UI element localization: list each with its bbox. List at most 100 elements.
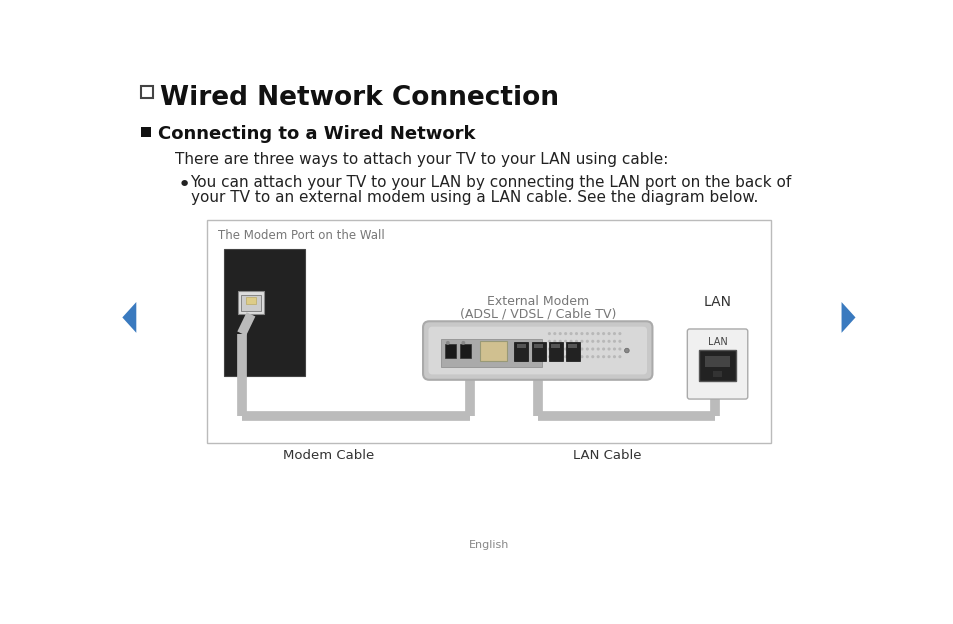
Text: •: • <box>177 175 191 195</box>
Bar <box>440 339 541 367</box>
Bar <box>567 344 577 348</box>
Circle shape <box>575 339 578 343</box>
Text: LAN: LAN <box>702 295 731 309</box>
Circle shape <box>591 348 594 351</box>
Circle shape <box>575 332 578 335</box>
Bar <box>534 344 542 348</box>
Circle shape <box>612 339 616 343</box>
Circle shape <box>558 332 561 335</box>
Circle shape <box>579 355 583 358</box>
Circle shape <box>579 339 583 343</box>
Bar <box>237 291 264 314</box>
Circle shape <box>575 348 578 351</box>
Text: LAN: LAN <box>707 338 726 348</box>
Circle shape <box>607 332 610 335</box>
Bar <box>459 344 471 358</box>
Polygon shape <box>841 302 855 333</box>
Text: Wired Network Connection: Wired Network Connection <box>159 85 558 111</box>
Bar <box>241 295 261 311</box>
Bar <box>565 342 579 361</box>
Bar <box>141 87 152 98</box>
Bar <box>514 342 528 361</box>
Circle shape <box>558 348 561 351</box>
Circle shape <box>579 348 583 351</box>
Circle shape <box>579 332 583 335</box>
Circle shape <box>601 339 604 343</box>
Bar <box>704 356 729 367</box>
Circle shape <box>596 348 599 351</box>
Polygon shape <box>122 302 136 333</box>
Circle shape <box>601 332 604 335</box>
Circle shape <box>563 348 567 351</box>
Text: your TV to an external modem using a LAN cable. See the diagram below.: your TV to an external modem using a LAN… <box>191 190 757 205</box>
Bar <box>517 344 525 348</box>
Bar <box>548 342 562 361</box>
Circle shape <box>547 332 550 335</box>
Circle shape <box>569 332 572 335</box>
Bar <box>444 344 456 358</box>
Text: (ADSL / VDSL / Cable TV): (ADSL / VDSL / Cable TV) <box>459 308 616 320</box>
Bar <box>550 344 559 348</box>
Circle shape <box>569 339 572 343</box>
Text: The Modem Port on the Wall: The Modem Port on the Wall <box>218 229 385 242</box>
Circle shape <box>558 355 561 358</box>
Circle shape <box>558 339 561 343</box>
Circle shape <box>563 339 567 343</box>
Circle shape <box>591 332 594 335</box>
Circle shape <box>618 355 620 358</box>
Circle shape <box>596 332 599 335</box>
Circle shape <box>547 339 550 343</box>
Circle shape <box>607 339 610 343</box>
FancyBboxPatch shape <box>428 327 646 374</box>
Bar <box>207 220 770 443</box>
Circle shape <box>585 348 588 351</box>
Circle shape <box>445 341 449 345</box>
Text: English: English <box>468 540 509 550</box>
Circle shape <box>591 339 594 343</box>
Circle shape <box>585 332 588 335</box>
Circle shape <box>553 355 556 358</box>
Bar <box>224 249 305 376</box>
Circle shape <box>547 348 550 351</box>
Text: Connecting to a Wired Network: Connecting to a Wired Network <box>158 125 475 143</box>
Circle shape <box>585 339 588 343</box>
Circle shape <box>618 339 620 343</box>
Circle shape <box>607 348 610 351</box>
Circle shape <box>563 355 567 358</box>
Bar <box>531 342 545 361</box>
Circle shape <box>596 339 599 343</box>
Text: There are three ways to attach your TV to your LAN using cable:: There are three ways to attach your TV t… <box>174 152 668 167</box>
Text: LAN Cable: LAN Cable <box>573 449 641 462</box>
Circle shape <box>596 355 599 358</box>
Text: You can attach your TV to your LAN by connecting the LAN port on the back of: You can attach your TV to your LAN by co… <box>191 175 791 190</box>
Circle shape <box>461 341 465 345</box>
Circle shape <box>553 332 556 335</box>
Circle shape <box>569 355 572 358</box>
Circle shape <box>553 348 556 351</box>
Circle shape <box>601 348 604 351</box>
Circle shape <box>612 355 616 358</box>
Circle shape <box>569 348 572 351</box>
Circle shape <box>547 355 550 358</box>
Circle shape <box>612 348 616 351</box>
Circle shape <box>585 355 588 358</box>
Circle shape <box>618 332 620 335</box>
Bar <box>699 350 736 381</box>
Bar <box>712 371 721 378</box>
FancyBboxPatch shape <box>686 329 747 399</box>
Circle shape <box>553 339 556 343</box>
Circle shape <box>624 348 629 353</box>
Bar <box>141 127 151 137</box>
Text: Modem Cable: Modem Cable <box>283 449 374 462</box>
Bar <box>479 341 506 361</box>
Circle shape <box>612 332 616 335</box>
Circle shape <box>607 355 610 358</box>
Circle shape <box>618 348 620 351</box>
Text: External Modem: External Modem <box>486 295 588 308</box>
Circle shape <box>563 332 567 335</box>
FancyBboxPatch shape <box>422 321 652 380</box>
Circle shape <box>575 355 578 358</box>
Circle shape <box>601 355 604 358</box>
Bar <box>245 298 256 303</box>
Circle shape <box>591 355 594 358</box>
